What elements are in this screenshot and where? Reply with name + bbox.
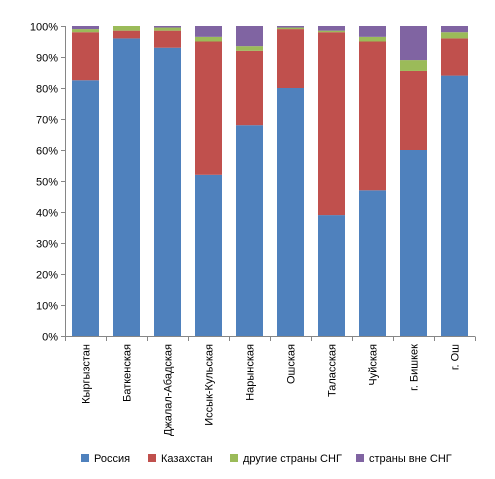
x-tick-label-9: г. Бишкек [409,344,421,391]
x-tick-label-7: Таласская [327,344,339,397]
legend-swatch-2 [148,454,156,463]
bars-group [72,26,468,337]
y-tick-label-10: 90% [36,53,58,65]
bar-segment-2-4 [195,41,222,175]
x-tick-label-2: Баткенская [122,344,134,402]
bar-segment-4-8 [359,26,386,37]
bar-segment-2-1 [72,32,99,81]
bar-segment-3-5 [236,46,263,51]
axes-group [61,26,476,341]
bar-segment-1-5 [236,125,263,336]
x-tick-label-8: Чуйская [368,344,380,386]
legend-item-2: Казахстан [148,452,213,466]
legend-item-1: Россия [81,452,130,466]
bar-segment-2-5 [236,50,263,126]
legend-swatch-1 [81,454,89,463]
bar-segment-1-10 [441,75,468,336]
bar-segment-3-3 [154,27,181,31]
legend-label-1: Россия [94,453,131,465]
bar-segment-2-2 [113,30,140,39]
y-tick-label-8: 70% [36,115,58,127]
bar-segment-1-9 [400,150,427,336]
legend-item-3: другие страны СНГ [230,452,342,466]
y-tick-label-9: 80% [36,84,58,96]
x-tick-label-5: Нарынская [245,344,257,401]
bar-segment-1-4 [195,174,222,336]
bar-segment-2-6 [277,29,304,89]
y-tick-label-5: 40% [36,208,58,220]
legend-swatch-4 [356,454,364,463]
bar-segment-1-3 [154,47,181,336]
bar-segment-4-1 [72,26,99,30]
bar-segment-3-7 [318,30,345,33]
bar-segment-4-7 [318,26,345,31]
legend-label-2: Казахстан [161,453,213,465]
y-tick-label-11: 100% [30,22,58,34]
x-tick-label-10: г. Ош [450,344,462,370]
bar-segment-4-9 [400,26,427,61]
x-tick-label-6: Ошская [286,344,298,384]
bar-segment-1-8 [359,190,386,336]
bar-segment-4-5 [236,26,263,47]
stacked-bar-chart: 0% 10% 20% 30% 40% 50% 60% 70% 80% 90% 100% Кыргыз… [30,22,476,436]
x-tick-labels: Кыргызстан Баткенская Джалал-Абадская Иссык… [81,344,462,436]
bar-segment-2-10 [441,38,468,76]
legend-label-3: другие страны СНГ [243,453,342,465]
bar-segment-3-4 [195,36,222,42]
bar-segment-1-7 [318,215,345,336]
y-tick-label-1: 0% [42,332,58,344]
bar-segment-2-3 [154,30,181,48]
x-tick-label-3: Джалал-Абадская [163,344,175,436]
bar-segment-4-4 [195,26,222,37]
x-tick-label-1: Кыргызстан [81,344,93,404]
bar-segment-3-9 [400,60,427,71]
y-tick-label-7: 60% [36,146,58,158]
bar-segment-3-8 [359,36,386,42]
bar-segment-1-6 [277,88,304,336]
legend-swatch-3 [230,454,238,463]
bar-segment-3-2 [113,26,140,31]
legend-label-4: страны вне СНГ [369,453,452,465]
bar-segment-3-6 [277,27,304,30]
bar-segment-2-7 [318,32,345,216]
bar-segment-1-1 [72,80,99,336]
bar-segment-4-10 [441,26,468,33]
bar-segment-2-9 [400,70,427,150]
y-tick-label-6: 50% [36,177,58,189]
y-tick-label-2: 10% [36,301,58,313]
bar-segment-1-2 [113,38,140,337]
bar-segment-3-1 [72,29,99,33]
bar-segment-4-6 [277,26,304,28]
y-tick-label-3: 20% [36,270,58,282]
legend: Россия Казахстан другие страны СНГ страны в… [0,452,495,468]
legend-item-4: страны вне СНГ [356,452,452,466]
bar-segment-4-3 [154,26,181,28]
bar-segment-3-10 [441,32,468,39]
x-tick-label-4: Иссык-Кульская [204,344,216,426]
y-tick-labels: 0% 10% 20% 30% 40% 50% 60% 70% 80% 90% 100% [30,22,58,344]
bar-segment-2-8 [359,41,386,191]
y-tick-label-4: 30% [36,239,58,251]
